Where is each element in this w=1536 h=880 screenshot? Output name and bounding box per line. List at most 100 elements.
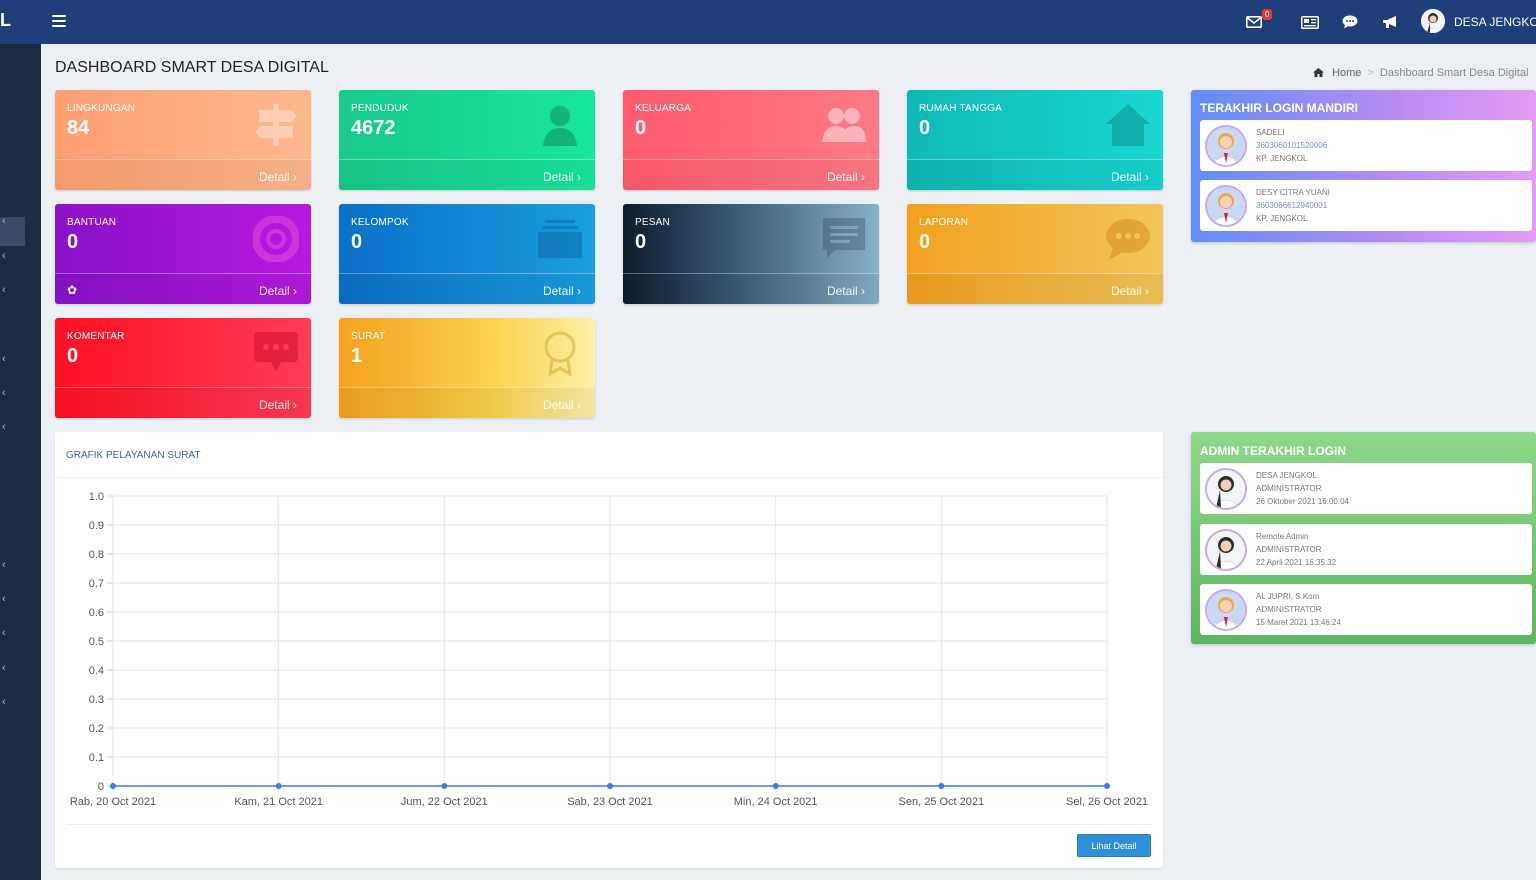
card-value: 1 — [351, 345, 363, 367]
detail-link[interactable]: Detail — [1110, 284, 1142, 298]
card-value: 4672 — [351, 117, 396, 139]
award-icon — [544, 331, 576, 376]
user-name: SADELI — [1256, 128, 1285, 137]
card-label: RUMAH TANGGA — [919, 103, 1003, 114]
avatar — [1205, 589, 1247, 631]
users-icon — [822, 108, 866, 142]
chevron-right-icon: › — [577, 284, 581, 298]
card-footer[interactable]: Detail › — [55, 387, 311, 418]
avatar — [1205, 185, 1247, 227]
inbox-icon — [538, 220, 582, 258]
gear-icon[interactable]: ✿ — [67, 283, 78, 297]
data-point — [607, 783, 613, 789]
list-item[interactable]: AL JUPRI, S.Kom ADMINISTRATOR 15 Maret 2… — [1200, 584, 1532, 635]
detail-link[interactable]: Detail — [826, 170, 858, 184]
card-label: KELOMPOK — [351, 217, 409, 228]
sidebar-item-active[interactable] — [0, 217, 25, 246]
y-tick-label: 0.5 — [89, 636, 104, 648]
page-title: DASHBOARD SMART DESA DIGITAL — [55, 59, 329, 76]
chevron-left-icon[interactable]: ‹ — [2, 250, 6, 262]
data-point — [938, 783, 945, 789]
chevron-left-icon[interactable]: ‹ — [2, 353, 6, 365]
list-item[interactable]: DESY CITRA YUANI 3603066612940001 KP. JE… — [1200, 180, 1532, 231]
card-value: 0 — [919, 231, 931, 253]
card-value: 0 — [67, 231, 79, 253]
card-label: PENDUDUK — [351, 103, 409, 114]
chevron-left-icon[interactable]: ‹ — [2, 559, 6, 571]
chat-bubble-icon — [1106, 219, 1150, 260]
list-item[interactable]: SADELI 3603060101520006 KP. JENGKOL — [1200, 120, 1532, 171]
y-tick-label: 0.1 — [89, 752, 104, 764]
card-label: PESAN — [635, 217, 670, 228]
newspaper-icon[interactable] — [1300, 12, 1320, 32]
user-address: KP. JENGKOL — [1256, 154, 1308, 163]
chevron-right-icon: › — [577, 170, 581, 184]
chevron-left-icon[interactable]: ‹ — [2, 696, 6, 708]
chevron-left-icon[interactable]: ‹ — [2, 215, 6, 227]
detail-link[interactable]: Detail — [542, 170, 574, 184]
top-navbar: L 0 DESA JENGKOL — [0, 0, 1536, 44]
chart-panel: GRAFIK PELAYANAN SURAT 1.0 0.9 0.8 0.7 0.6 0.… — [55, 432, 1163, 868]
card-footer[interactable]: Detail › — [339, 159, 595, 190]
avatar — [1205, 125, 1247, 167]
sidebar-toggle-button[interactable] — [52, 12, 66, 32]
card-footer[interactable]: Detail › — [55, 159, 311, 190]
detail-link[interactable]: Detail — [1110, 170, 1142, 184]
card-label: KELUARGA — [635, 103, 692, 114]
chat-icon[interactable] — [1340, 12, 1360, 32]
card-value: 0 — [635, 231, 647, 253]
view-detail-button[interactable]: Lihat Detail — [1077, 834, 1151, 857]
card-footer[interactable]: Detail › — [907, 159, 1163, 190]
list-item[interactable]: Remote Admin ADMINISTRATOR 22 April 2021… — [1200, 524, 1532, 575]
detail-link[interactable]: Detail — [258, 398, 290, 412]
brand-logo[interactable]: L — [0, 10, 11, 30]
admin-name: Remote Admin — [1256, 532, 1309, 541]
megaphone-icon[interactable] — [1380, 12, 1400, 32]
card-footer[interactable]: Detail › — [339, 273, 595, 304]
chevron-left-icon[interactable]: ‹ — [2, 387, 6, 399]
data-point — [1104, 783, 1110, 789]
card-bantuan: BANTUAN 0 ✿ Detail › — [55, 204, 311, 304]
mail-icon[interactable] — [1244, 12, 1264, 32]
chevron-left-icon[interactable]: ‹ — [2, 421, 6, 433]
user-icon — [543, 106, 577, 146]
detail-link[interactable]: Detail — [258, 170, 290, 184]
card-laporan: LAPORAN 0 Detail › — [907, 204, 1163, 304]
card-komentar: KOMENTAR 0 Detail › — [55, 318, 311, 418]
message-icon — [823, 218, 865, 258]
admin-role: ADMINISTRATOR — [1256, 605, 1322, 614]
card-footer[interactable]: Detail › — [907, 273, 1163, 304]
card-footer[interactable]: ✿ Detail › — [55, 273, 311, 304]
card-footer[interactable]: Detail › — [623, 273, 879, 304]
chevron-left-icon[interactable]: ‹ — [2, 284, 6, 296]
chevron-left-icon[interactable]: ‹ — [2, 593, 6, 605]
x-tick-label: Jum, 22 Oct 2021 — [401, 796, 488, 808]
user-avatar[interactable] — [1421, 9, 1445, 33]
chevron-left-icon[interactable]: ‹ — [2, 627, 6, 639]
x-tick-label: Kam, 21 Oct 2021 — [234, 796, 323, 808]
mail-badge: 0 — [1262, 9, 1273, 20]
y-tick-label: 0.7 — [89, 578, 104, 590]
y-tick-label: 0.4 — [89, 665, 104, 677]
chevron-left-icon[interactable]: ‹ — [2, 662, 6, 674]
list-item[interactable]: DESA JENGKOL ADMINISTRATOR 26 Oktober 20… — [1200, 463, 1532, 514]
x-tick-label: Sen, 25 Oct 2021 — [899, 796, 985, 808]
y-tick-label: 0.2 — [89, 723, 104, 735]
admin-last-login-panel: ADMIN TERAKHIR LOGIN DESA JENGKOL ADMINI… — [1191, 432, 1536, 644]
card-surat: SURAT 1 Detail › — [339, 318, 595, 418]
chevron-right-icon: › — [293, 284, 297, 298]
chevron-right-icon: › — [1145, 284, 1149, 298]
card-label: KOMENTAR — [67, 331, 125, 342]
detail-link[interactable]: Detail — [258, 284, 290, 298]
breadcrumb-home-link[interactable]: Home — [1332, 67, 1362, 79]
chevron-right-icon: › — [293, 170, 297, 184]
detail-link[interactable]: Detail — [826, 284, 858, 298]
user-name[interactable]: DESA JENGKOL — [1454, 15, 1536, 29]
card-label: SURAT — [351, 331, 386, 342]
card-value: 0 — [67, 345, 79, 367]
card-footer[interactable]: Detail › — [339, 387, 595, 418]
detail-link[interactable]: Detail — [542, 284, 574, 298]
card-footer[interactable]: Detail › — [623, 159, 879, 190]
data-point — [441, 783, 448, 789]
detail-link[interactable]: Detail — [542, 398, 574, 412]
